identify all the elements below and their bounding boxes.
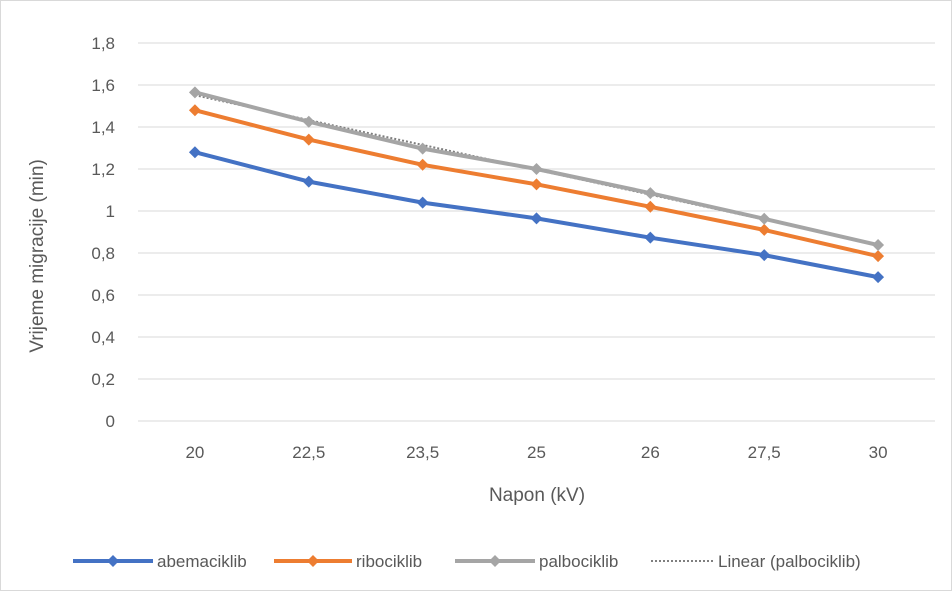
gridlines: [138, 42, 935, 422]
data-point-marker: [416, 142, 429, 155]
x-axis-tick-labels: 20 22,5 23,5 25 26 27,5 30: [185, 443, 887, 462]
data-point-marker: [758, 223, 771, 236]
y-tick-label: 1: [106, 202, 115, 221]
x-tick-label: 23,5: [406, 443, 439, 462]
data-point-marker: [302, 115, 315, 128]
data-point-marker: [302, 133, 315, 146]
data-point-marker: [644, 187, 657, 200]
y-tick-label: 1,8: [91, 34, 115, 53]
y-tick-label: 1,4: [91, 118, 115, 137]
x-axis-title: Napon (kV): [489, 485, 585, 506]
legend-label: palbociklib: [539, 552, 618, 571]
y-axis-title: Vrijeme migracije (min): [27, 159, 48, 353]
data-point-marker: [530, 212, 543, 225]
data-point-marker: [872, 271, 885, 284]
y-axis-tick-labels: 0 0,2 0,4 0,6 0,8 1 1,2 1,4 1,6 1,8: [91, 34, 115, 431]
legend-label: abemaciklib: [157, 552, 247, 571]
data-point-marker: [872, 250, 885, 263]
x-tick-label: 26: [641, 443, 660, 462]
x-tick-label: 25: [527, 443, 546, 462]
y-tick-label: 0,8: [91, 244, 115, 263]
data-point-marker: [644, 200, 657, 213]
y-tick-label: 0,4: [91, 328, 115, 347]
data-point-marker: [644, 231, 657, 244]
data-point-marker: [530, 163, 543, 175]
x-tick-label: 27,5: [748, 443, 781, 462]
x-tick-label: 22,5: [292, 443, 325, 462]
data-point-marker: [530, 178, 543, 191]
y-tick-label: 0,6: [91, 286, 115, 305]
x-tick-label: 20: [185, 443, 204, 462]
data-point-marker: [188, 104, 201, 117]
y-tick-label: 1,6: [91, 76, 115, 95]
data-point-marker: [302, 175, 315, 188]
data-point-marker: [416, 196, 429, 209]
data-point-marker: [872, 239, 885, 252]
data-point-marker: [188, 146, 201, 159]
legend-label: Linear (palbociklib): [718, 552, 861, 571]
y-tick-label: 0: [106, 412, 115, 431]
data-point-marker: [758, 212, 771, 225]
data-point-marker: [188, 86, 201, 99]
legend-label: ribociklib: [356, 552, 422, 571]
data-point-marker: [416, 158, 429, 171]
y-tick-label: 0,2: [91, 370, 115, 389]
x-tick-label: 30: [869, 443, 888, 462]
legend-marker: [107, 555, 119, 567]
y-tick-label: 1,2: [91, 160, 115, 179]
legend-marker: [307, 555, 319, 567]
legend-marker: [489, 555, 501, 567]
series-layer: [188, 86, 885, 284]
legend: abemaciklib ribociklib palbociklib Linear (…: [73, 552, 861, 571]
data-point-marker: [758, 249, 771, 262]
